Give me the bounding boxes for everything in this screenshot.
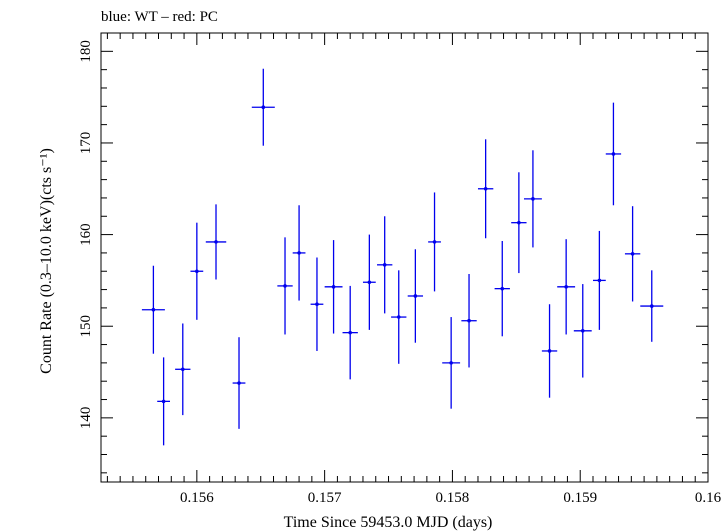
data-point — [232, 337, 246, 429]
data-point — [157, 357, 171, 446]
data-point — [442, 317, 461, 409]
y-tick-label: 160 — [78, 223, 94, 246]
point-marker — [382, 263, 387, 267]
point-marker — [396, 315, 401, 319]
data-point — [292, 205, 306, 301]
data-point — [461, 273, 477, 368]
data-point — [624, 206, 641, 302]
data-point — [523, 150, 542, 248]
data-point — [391, 270, 407, 364]
x-tick-label: 0.159 — [563, 490, 597, 506]
point-marker — [214, 240, 218, 244]
data-point — [573, 284, 592, 378]
y-tick-label: 170 — [78, 132, 94, 155]
point-marker — [261, 105, 266, 110]
point-marker — [348, 330, 352, 335]
point-marker — [151, 307, 156, 312]
plot-frame — [100, 32, 709, 483]
point-marker — [611, 152, 616, 156]
data-point — [205, 204, 227, 280]
data-point — [640, 270, 664, 342]
point-marker — [449, 361, 453, 365]
x-tick-label: 0.16 — [695, 490, 722, 506]
axis-tick-labels: 0.156 0.157 0.158 0.159 0.16 140 150 160 170 180 — [78, 40, 722, 506]
data-point — [428, 192, 441, 292]
point-marker — [564, 285, 568, 289]
y-axis-label: Count Rate (0.3–10.0 keV)(cts s⁻¹) — [38, 148, 55, 374]
point-marker — [649, 304, 654, 308]
point-marker — [315, 302, 319, 307]
data-point — [557, 239, 576, 335]
data-points — [141, 68, 664, 446]
x-axis-label: Time Since 59453.0 MJD (days) — [284, 514, 493, 531]
data-point — [477, 139, 494, 239]
data-point — [362, 234, 376, 330]
data-point — [377, 216, 393, 314]
point-marker — [500, 286, 505, 291]
point-marker — [580, 329, 585, 333]
data-point — [511, 172, 527, 274]
point-marker — [432, 240, 437, 244]
data-point — [141, 265, 165, 354]
data-point — [605, 102, 622, 206]
data-point — [494, 241, 510, 337]
data-point — [324, 240, 343, 334]
point-marker — [547, 349, 552, 353]
point-marker — [283, 284, 287, 288]
point-marker — [517, 220, 521, 225]
point-marker — [413, 294, 418, 298]
point-marker — [531, 197, 535, 201]
data-point — [342, 285, 358, 380]
data-point — [251, 68, 275, 146]
data-point — [310, 257, 324, 351]
data-point — [541, 304, 558, 398]
point-marker — [180, 367, 185, 372]
data-point — [190, 222, 204, 320]
data-point — [407, 249, 424, 343]
point-marker — [195, 269, 199, 274]
data-point — [175, 323, 191, 416]
y-tick-label: 150 — [78, 315, 94, 338]
data-point — [277, 237, 293, 335]
point-marker — [161, 399, 166, 404]
point-marker — [367, 280, 372, 285]
point-marker — [237, 381, 241, 385]
y-tick-label: 140 — [78, 407, 94, 430]
point-marker — [597, 278, 602, 283]
x-tick-label: 0.156 — [180, 490, 214, 506]
point-marker — [467, 318, 471, 323]
point-marker — [297, 251, 301, 255]
axis-ticks — [101, 32, 709, 482]
point-marker — [331, 285, 336, 289]
x-tick-label: 0.157 — [308, 490, 342, 506]
point-marker — [630, 252, 635, 256]
point-marker — [483, 186, 488, 191]
data-point — [592, 230, 606, 330]
chart-title: blue: WT – red: PC — [101, 9, 218, 25]
y-tick-label: 180 — [78, 40, 94, 63]
x-tick-label: 0.158 — [436, 490, 470, 506]
